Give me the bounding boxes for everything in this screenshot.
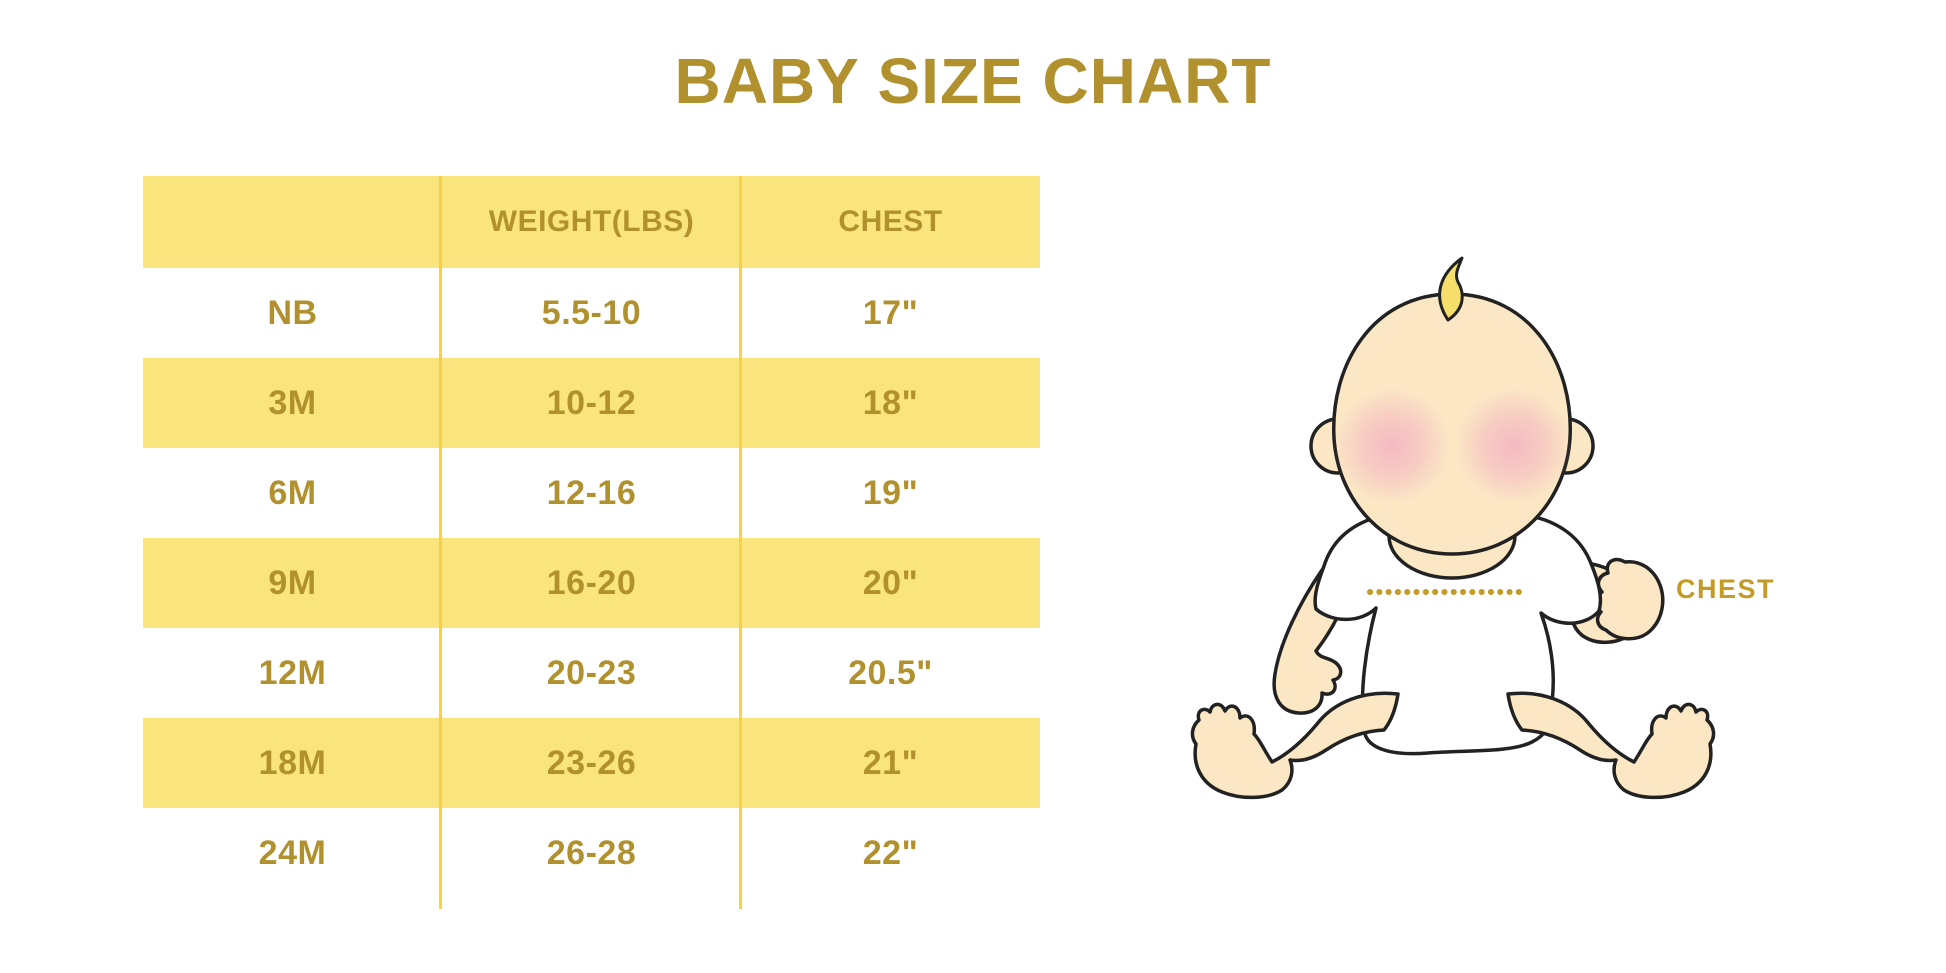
cell-chest: 21" [862,743,919,782]
baby-cheek-right [1456,388,1572,504]
page-title: BABY SIZE CHART [674,45,1272,117]
cell-weight: 23-26 [546,743,637,782]
cell-size: NB [267,293,318,332]
cell-size: 6M [268,473,317,512]
baby-leg-right [1506,691,1716,800]
baby-leg-left [1190,691,1400,800]
chest-label: CHEST [1676,574,1776,604]
table-row: NB 5.5-10 17" [143,268,1040,358]
table-row: 3M 10-12 18" [143,358,1040,448]
cell-weight: 10-12 [546,383,637,422]
cell-chest: 22" [862,833,919,872]
cell-chest: 17" [862,293,919,332]
cell-weight: 20-23 [546,653,637,692]
cell-weight: 12-16 [546,473,637,512]
baby-illustration-svg [1190,256,1716,800]
table-row: 24M 26-28 22" [143,808,1040,898]
table-header-row: WEIGHT(LBS) CHEST [143,176,1040,268]
table-row: 12M 20-23 20.5" [143,628,1040,718]
table-row: 6M 12-16 19" [143,448,1040,538]
baby-fist [1593,557,1665,641]
header-weight: WEIGHT(LBS) [488,205,695,238]
cell-chest: 19" [862,473,919,512]
cell-weight: 26-28 [546,833,637,872]
baby-hair-curl [1438,256,1464,322]
table-row: 9M 16-20 20" [143,538,1040,628]
cell-size: 3M [268,383,317,422]
cell-size: 9M [268,563,317,602]
cell-chest: 18" [862,383,919,422]
cell-size: 18M [258,743,327,782]
cell-size: 12M [258,653,327,692]
cell-weight: 5.5-10 [541,293,642,332]
cell-chest: 20" [862,563,919,602]
cell-chest: 20.5" [848,653,933,692]
baby-illustration [1180,250,1820,810]
column-divider [439,176,442,909]
table-row: 18M 23-26 21" [143,718,1040,808]
cell-size: 24M [258,833,327,872]
column-divider [739,176,742,909]
size-table: WEIGHT(LBS) CHEST NB 5.5-10 17" 3M 10-12… [143,176,1040,909]
baby-cheek-left [1334,388,1450,504]
cell-weight: 16-20 [546,563,637,602]
header-chest: CHEST [838,205,943,238]
